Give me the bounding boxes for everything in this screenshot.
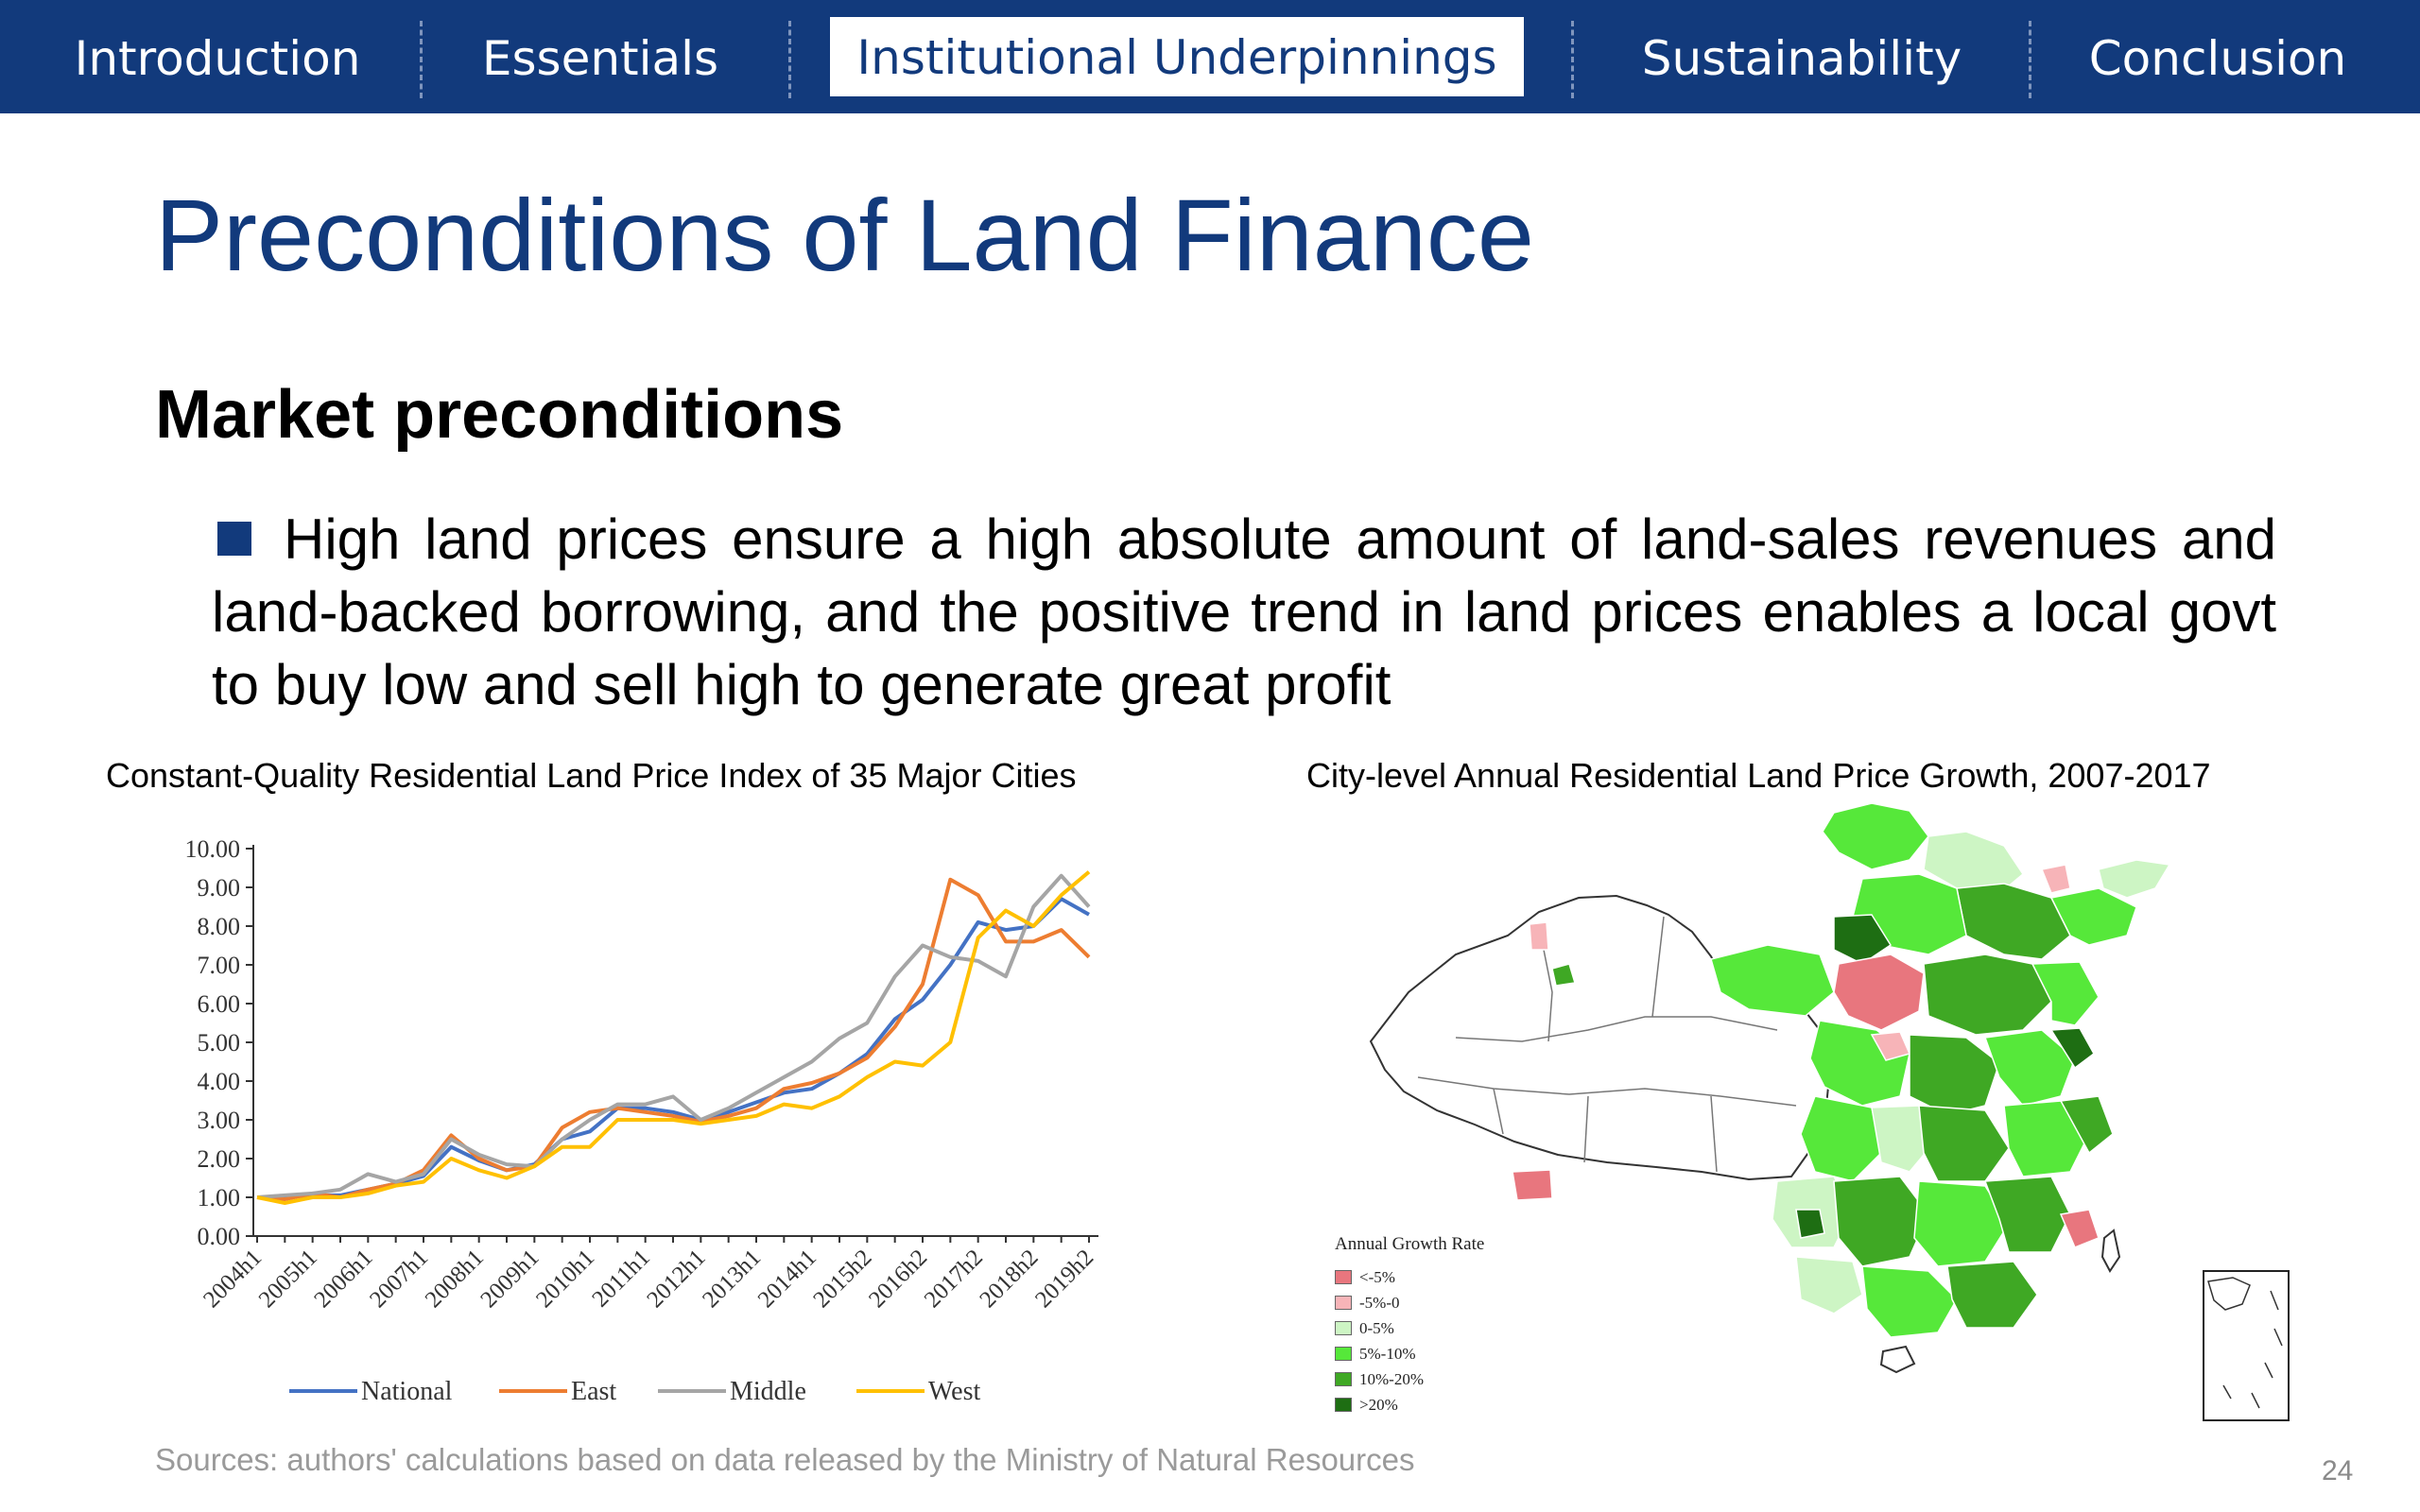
map-legend-item: 0-5% <box>1335 1315 1484 1341</box>
x-tick-label: 2018h2 <box>975 1245 1043 1313</box>
legend-swatch <box>1335 1270 1352 1284</box>
y-tick-label: 3.00 <box>198 1107 241 1134</box>
legend-label: <-5% <box>1359 1267 1395 1286</box>
y-tick-label: 10.00 <box>185 835 241 863</box>
map-interior-borders <box>1417 916 1797 1173</box>
x-tick-label: 2010h1 <box>531 1245 599 1313</box>
map-outline <box>1369 894 1832 1181</box>
map-legend-title: Annual Growth Rate <box>1335 1234 1485 1254</box>
legend-label: Middle <box>730 1377 806 1406</box>
sources-note: Sources: authors' calculations based on … <box>155 1442 1415 1477</box>
legend-label: 10%-20% <box>1359 1369 1424 1388</box>
china-growth-map <box>1369 802 2171 1374</box>
y-tick-label: 2.00 <box>198 1145 241 1173</box>
legend-swatch <box>1335 1296 1352 1310</box>
x-tick-label: 2006h1 <box>309 1245 377 1313</box>
hainan-island <box>1879 1345 1916 1374</box>
x-tick-label: 2019h2 <box>1030 1245 1098 1313</box>
legend-swatch <box>1335 1372 1352 1386</box>
x-tick-label: 2004h1 <box>199 1245 267 1313</box>
x-tick-label: 2015h2 <box>808 1245 876 1313</box>
taiwan-island <box>2100 1228 2121 1273</box>
map-legend-item: 5%-10% <box>1335 1341 1484 1366</box>
x-tick-label: 2011h1 <box>587 1245 654 1312</box>
legend-label: 0-5% <box>1359 1318 1394 1337</box>
map-colored-regions <box>1512 802 2171 1338</box>
page-title: Preconditions of Land Finance <box>155 178 1534 292</box>
tab-separator <box>788 21 791 98</box>
legend-label: >20% <box>1359 1395 1398 1414</box>
map-legend-item: -5%-0 <box>1335 1290 1484 1315</box>
y-tick-label: 8.00 <box>198 913 241 940</box>
x-tick-label: 2007h1 <box>365 1245 433 1313</box>
map-legend-item: 10%-20% <box>1335 1366 1484 1392</box>
tab-introduction[interactable]: Introduction <box>74 31 361 86</box>
series-line-east <box>256 877 1091 1202</box>
series-line-middle <box>256 873 1091 1199</box>
land-price-index-chart: 0.00 1.00 2.00 3.00 4.00 5.00 6.00 7.00 8.00 9.00… <box>185 835 1099 1406</box>
map-islands <box>1879 1228 2121 1374</box>
inset-map-icon <box>2207 1277 2283 1409</box>
legend-label: -5%-0 <box>1359 1293 1400 1312</box>
x-tick-label: 2009h1 <box>475 1245 544 1313</box>
x-tick-label: 2017h2 <box>920 1245 988 1313</box>
y-tick-label: 0.00 <box>198 1223 241 1250</box>
map-title: City-level Annual Residential Land Price… <box>1306 756 2211 795</box>
x-tick-label: 2008h1 <box>421 1245 489 1313</box>
south-china-sea-inset <box>2203 1270 2290 1421</box>
x-tick-label: 2005h1 <box>254 1245 322 1313</box>
y-tick-label: 6.00 <box>198 990 241 1018</box>
y-tick-label: 9.00 <box>198 874 241 902</box>
map-legend-item: >20% <box>1335 1392 1484 1418</box>
legend-label: West <box>928 1377 981 1406</box>
page-number: 24 <box>2322 1455 2354 1486</box>
x-tick-label: 2013h1 <box>698 1245 766 1313</box>
tab-separator <box>420 21 423 98</box>
series-line-west <box>256 870 1091 1206</box>
legend-swatch <box>1335 1321 1352 1335</box>
series-line-national <box>257 897 1090 1199</box>
map-legend: Annual Growth Rate <-5% -5%-0 0-5% 5%-10… <box>1335 1234 1484 1418</box>
tab-separator <box>1571 21 1574 98</box>
y-tick-label: 4.00 <box>198 1068 241 1095</box>
tab-conclusion[interactable]: Conclusion <box>2088 31 2347 86</box>
bullet-square-icon <box>217 522 251 556</box>
chart-title: Constant-Quality Residential Land Price … <box>106 756 1077 795</box>
tab-institutional-underpinnings[interactable]: Institutional Underpinnings <box>830 17 1524 96</box>
legend-swatch <box>1335 1347 1352 1361</box>
tab-sustainability[interactable]: Sustainability <box>1641 31 1962 86</box>
bullet-text: High land prices ensure a high absolute … <box>212 507 2276 716</box>
y-tick-label: 7.00 <box>198 952 241 979</box>
y-tick-label: 5.00 <box>198 1029 241 1057</box>
legend-label: East <box>571 1377 616 1406</box>
map-region-west <box>1369 894 1832 1181</box>
x-tick-label: 2012h1 <box>642 1245 710 1313</box>
x-tick-label: 2016h2 <box>864 1245 932 1313</box>
legend-swatch <box>1335 1398 1352 1412</box>
tab-essentials[interactable]: Essentials <box>481 31 719 86</box>
tab-separator <box>2029 21 2031 98</box>
section-title: Market preconditions <box>155 377 844 453</box>
legend-label: National <box>361 1377 453 1406</box>
legend-label: 5%-10% <box>1359 1344 1416 1363</box>
y-tick-label: 1.00 <box>198 1184 241 1211</box>
map-legend-item: <-5% <box>1335 1264 1484 1290</box>
top-navigation-bar: Introduction Essentials Institutional Un… <box>0 0 2420 113</box>
x-tick-label: 2014h1 <box>753 1245 821 1313</box>
